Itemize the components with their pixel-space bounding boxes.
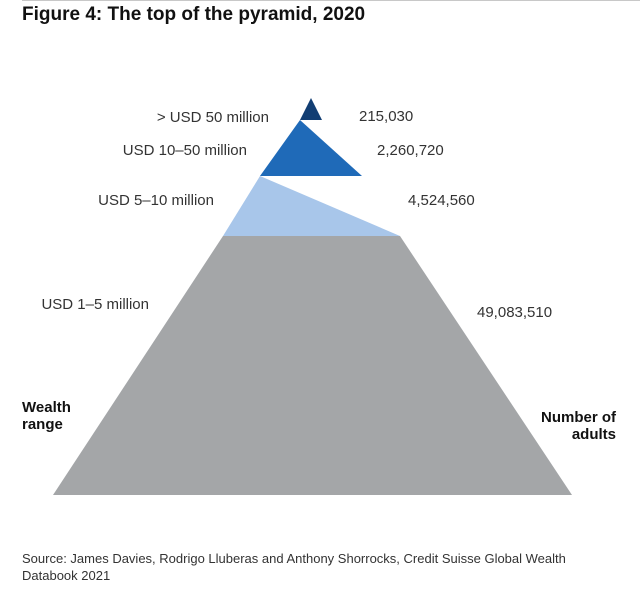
adults-value-5-10m: 4,524,560	[408, 192, 475, 209]
pyramid-tier-over-50m	[300, 98, 322, 120]
adults-value-10-50m: 2,260,720	[377, 142, 444, 159]
pyramid-tier-10-50m	[260, 120, 362, 176]
range-label-over-50m: > USD 50 million	[156, 109, 269, 126]
number-of-adults-header: Number of adults	[541, 409, 616, 443]
range-label-10-50m: USD 10–50 million	[122, 142, 247, 159]
pyramid-tier-5-10m	[223, 176, 400, 236]
figure-title: Figure 4: The top of the pyramid, 2020	[22, 4, 366, 25]
pyramid-tier-1-5m	[53, 236, 572, 495]
wealth-range-header: Wealth range	[22, 399, 71, 433]
top-rule	[22, 0, 640, 1]
adults-value-over-50m: 215,030	[359, 108, 414, 125]
range-label-1-5m: USD 1–5 million	[41, 296, 149, 313]
range-label-5-10m: USD 5–10 million	[98, 192, 214, 209]
source-note: Source: James Davies, Rodrigo Lluberas a…	[22, 551, 566, 583]
adults-value-1-5m: 49,083,510	[477, 304, 553, 321]
